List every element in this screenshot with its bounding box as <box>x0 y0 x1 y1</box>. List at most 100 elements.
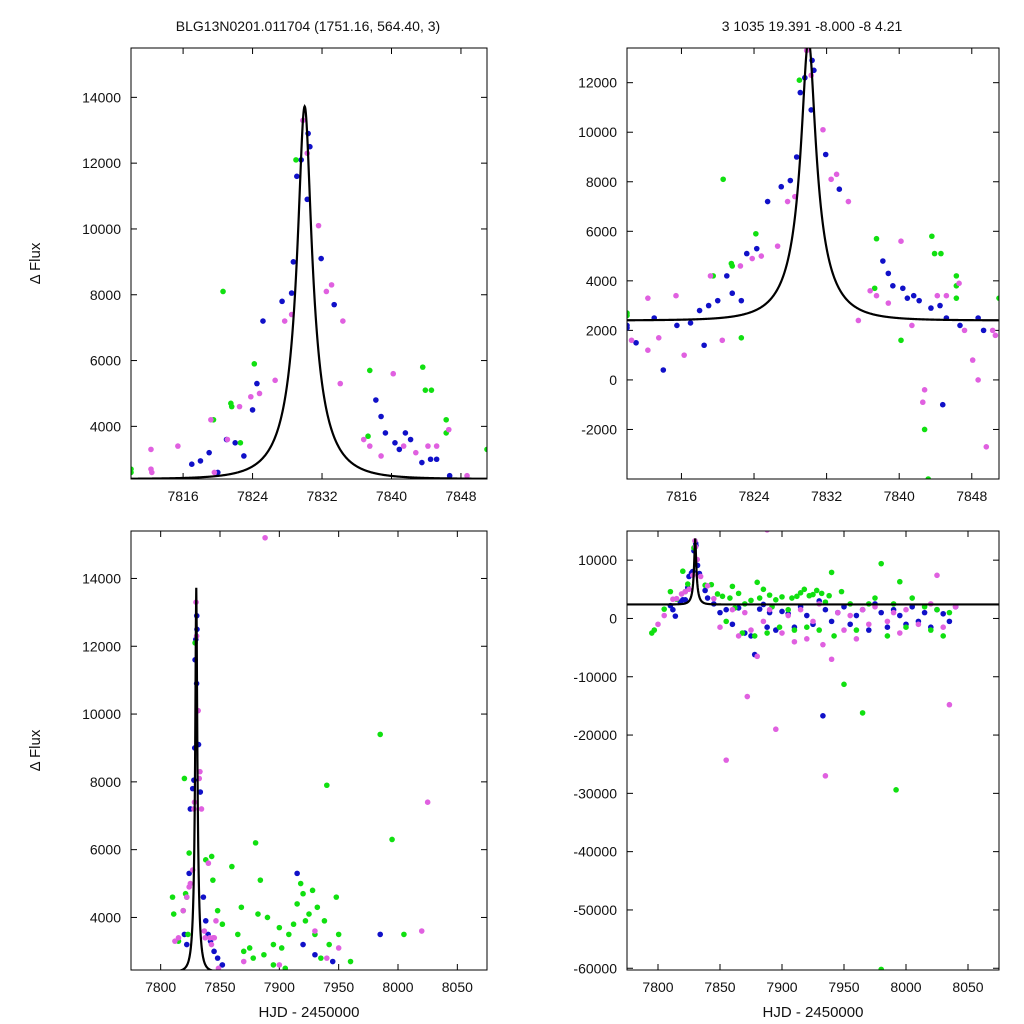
data-point <box>215 965 222 970</box>
data-points <box>627 48 999 479</box>
y-tick-label: -50000 <box>573 902 617 918</box>
data-point <box>729 621 736 628</box>
data-point <box>758 253 765 259</box>
panel-top-right: 7816 7824 7832 7840 7848 -2000 0 2000 4000 6000 80… <box>578 47 1000 504</box>
data-point <box>306 911 312 917</box>
data-point <box>261 951 267 958</box>
data-point <box>704 583 711 589</box>
data-point <box>743 250 750 257</box>
data-point <box>651 627 658 633</box>
y-tick-label: 6000 <box>586 223 617 239</box>
data-point <box>131 469 134 476</box>
data-point <box>756 606 763 612</box>
data-point <box>315 222 322 229</box>
data-point <box>697 573 704 580</box>
axes-frame <box>130 530 488 971</box>
data-point <box>867 287 873 294</box>
data-point <box>329 958 336 965</box>
data-point <box>729 606 736 613</box>
x-tick-label: 7850 <box>704 979 735 995</box>
data-point <box>628 337 635 344</box>
data-point <box>760 618 767 625</box>
data-point <box>240 958 247 965</box>
data-point <box>366 367 373 374</box>
data-point <box>661 612 667 619</box>
data-point <box>210 877 216 883</box>
data-point <box>205 860 212 867</box>
data-point <box>208 853 215 860</box>
left-title: BLG13N0201.011704 (1751.16, 564.40, 3) <box>176 18 440 34</box>
data-point <box>202 934 208 941</box>
data-point <box>934 572 940 579</box>
data-point <box>872 595 878 601</box>
x-tick-label: 7800 <box>642 979 673 995</box>
data-points <box>649 531 959 970</box>
x-tick-label: 7900 <box>264 979 295 995</box>
data-point <box>172 938 178 944</box>
x-tick-label: 7950 <box>828 979 859 995</box>
data-point <box>186 850 192 856</box>
data-point <box>884 624 891 630</box>
data-point <box>276 924 283 931</box>
data-point <box>873 292 880 299</box>
data-point <box>335 931 342 938</box>
y-tick-label: 4000 <box>90 909 121 925</box>
data-point <box>232 440 238 446</box>
data-point <box>428 387 435 393</box>
data-point <box>737 263 744 269</box>
data-point <box>445 426 452 433</box>
right-title: 3 1035 19.391 -8.000 -8 4.21 <box>722 18 903 34</box>
data-point <box>246 945 253 951</box>
data-point <box>940 633 946 639</box>
data-point <box>297 880 304 887</box>
data-point <box>791 627 798 633</box>
data-point <box>880 258 886 264</box>
data-point <box>847 612 853 619</box>
x-tick-label: 7824 <box>237 488 268 504</box>
y-tick-label: 10000 <box>82 706 121 722</box>
y-tick-label: 12000 <box>578 75 617 91</box>
data-point <box>773 596 779 603</box>
data-point <box>627 325 630 331</box>
data-point <box>197 789 204 795</box>
data-point <box>724 273 730 279</box>
data-point <box>201 928 208 934</box>
data-point <box>774 243 781 249</box>
data-point <box>673 292 679 299</box>
data-point <box>707 273 714 279</box>
y-tick-label: -60000 <box>573 960 617 976</box>
data-point <box>294 870 300 877</box>
data-point <box>929 233 935 240</box>
data-point <box>890 609 897 616</box>
data-point <box>764 630 770 636</box>
data-point <box>202 918 209 924</box>
data-point <box>764 531 770 533</box>
data-point <box>794 593 800 600</box>
axes-frame <box>626 530 1000 971</box>
x-tick-label: 7824 <box>738 488 769 504</box>
data-point <box>898 238 904 245</box>
data-point <box>961 327 968 334</box>
data-point <box>719 337 726 344</box>
data-point <box>910 292 917 299</box>
data-points <box>169 534 431 970</box>
data-point <box>236 403 243 410</box>
data-point <box>418 928 425 934</box>
data-point <box>187 880 194 887</box>
data-point <box>884 618 891 625</box>
data-point <box>776 624 783 630</box>
model-curve <box>627 538 999 606</box>
data-point <box>748 597 754 604</box>
data-point <box>282 965 289 970</box>
data-point <box>720 176 726 183</box>
data-point <box>822 773 829 779</box>
data-point <box>753 245 760 252</box>
data-point <box>828 618 835 625</box>
model-curve <box>176 587 216 970</box>
data-point <box>738 335 745 341</box>
y-tick-label: 4000 <box>90 418 121 434</box>
data-point <box>744 693 751 700</box>
data-point <box>808 107 814 113</box>
data-point <box>804 624 810 630</box>
